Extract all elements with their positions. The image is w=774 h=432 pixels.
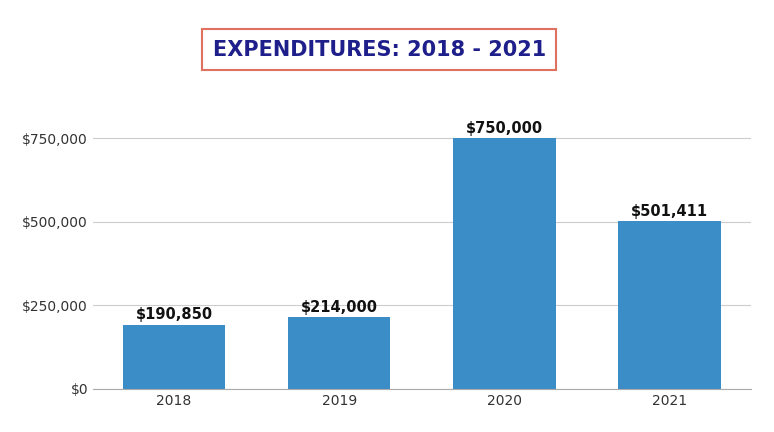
Text: $501,411: $501,411: [631, 204, 708, 219]
Text: $190,850: $190,850: [135, 308, 213, 322]
Bar: [288, 318, 390, 389]
Bar: [454, 138, 556, 389]
Text: $750,000: $750,000: [466, 121, 543, 136]
Bar: [123, 325, 225, 389]
Text: $214,000: $214,000: [301, 300, 378, 314]
Text: EXPENDITURES: 2018 - 2021: EXPENDITURES: 2018 - 2021: [213, 40, 546, 60]
Bar: [618, 222, 721, 389]
